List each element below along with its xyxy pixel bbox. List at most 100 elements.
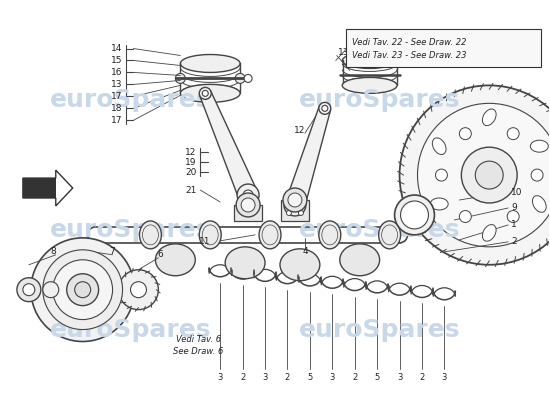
Ellipse shape	[241, 198, 255, 212]
Ellipse shape	[342, 52, 397, 68]
Text: 1: 1	[511, 220, 517, 230]
Circle shape	[119, 270, 158, 310]
Text: 3: 3	[217, 373, 223, 382]
Text: 5: 5	[307, 373, 312, 382]
Text: 2: 2	[352, 373, 358, 382]
Ellipse shape	[319, 221, 341, 249]
Polygon shape	[200, 91, 257, 199]
Text: euroSpares: euroSpares	[50, 88, 211, 112]
Text: 21: 21	[185, 186, 196, 194]
Circle shape	[436, 169, 447, 181]
Circle shape	[244, 74, 252, 82]
Circle shape	[399, 85, 550, 265]
Ellipse shape	[283, 188, 307, 212]
Text: 3: 3	[329, 373, 335, 382]
Ellipse shape	[280, 249, 320, 281]
Ellipse shape	[430, 198, 448, 210]
Text: 12: 12	[294, 126, 306, 135]
Ellipse shape	[378, 221, 400, 249]
Text: 17: 17	[111, 116, 123, 125]
Circle shape	[17, 278, 41, 302]
Text: 4: 4	[302, 247, 307, 256]
Text: 16: 16	[111, 68, 123, 77]
Text: euroSpares: euroSpares	[299, 218, 460, 242]
Ellipse shape	[340, 244, 379, 276]
Text: 3: 3	[442, 373, 447, 382]
Ellipse shape	[199, 221, 221, 249]
Text: 3: 3	[397, 373, 402, 382]
Text: 17: 17	[111, 92, 123, 101]
Circle shape	[319, 102, 331, 114]
Circle shape	[459, 128, 471, 140]
Text: 15: 15	[111, 56, 123, 65]
Circle shape	[240, 200, 245, 206]
Text: 19: 19	[185, 158, 196, 167]
Circle shape	[417, 103, 550, 247]
Circle shape	[459, 210, 471, 222]
Circle shape	[202, 90, 208, 96]
Circle shape	[31, 238, 135, 342]
Circle shape	[23, 284, 35, 296]
Circle shape	[235, 74, 245, 84]
Circle shape	[299, 210, 304, 216]
FancyBboxPatch shape	[281, 200, 309, 221]
Text: 20: 20	[185, 168, 196, 176]
Text: 13: 13	[111, 80, 123, 89]
Circle shape	[322, 105, 328, 111]
Circle shape	[53, 260, 113, 320]
Text: 14: 14	[111, 44, 123, 53]
Ellipse shape	[288, 193, 302, 207]
Text: Vedi Tav. 6: Vedi Tav. 6	[175, 335, 221, 344]
Text: 6: 6	[157, 250, 163, 259]
Ellipse shape	[432, 138, 446, 154]
Circle shape	[475, 161, 503, 189]
Circle shape	[531, 169, 543, 181]
Text: 18: 18	[111, 104, 123, 113]
Ellipse shape	[259, 221, 281, 249]
Circle shape	[175, 74, 185, 84]
Text: 12: 12	[185, 148, 196, 157]
Text: 2: 2	[285, 373, 290, 382]
Text: euroSpares: euroSpares	[299, 88, 460, 112]
Circle shape	[43, 282, 59, 298]
Circle shape	[237, 184, 259, 206]
Ellipse shape	[530, 140, 548, 152]
Circle shape	[461, 147, 517, 203]
Text: 11: 11	[199, 237, 210, 246]
Ellipse shape	[532, 196, 546, 212]
Text: 2: 2	[240, 373, 245, 382]
Ellipse shape	[140, 221, 161, 249]
Ellipse shape	[180, 54, 240, 72]
Ellipse shape	[342, 78, 397, 93]
Ellipse shape	[482, 224, 496, 241]
Text: 10: 10	[511, 188, 522, 196]
Circle shape	[67, 274, 98, 306]
Circle shape	[43, 250, 123, 330]
Circle shape	[130, 282, 146, 298]
Text: euroSpares: euroSpares	[50, 318, 211, 342]
Circle shape	[287, 210, 292, 216]
FancyBboxPatch shape	[234, 205, 262, 221]
Ellipse shape	[236, 193, 260, 217]
Polygon shape	[23, 170, 73, 206]
Text: euroSpares: euroSpares	[50, 218, 211, 242]
Text: 2: 2	[419, 373, 425, 382]
Text: Vedi Tav. 23 - See Draw. 23: Vedi Tav. 23 - See Draw. 23	[352, 51, 466, 60]
Circle shape	[199, 87, 211, 99]
Text: See Draw. 6: See Draw. 6	[173, 347, 223, 356]
FancyBboxPatch shape	[346, 28, 541, 68]
Ellipse shape	[482, 109, 496, 126]
Ellipse shape	[180, 84, 240, 102]
Circle shape	[400, 201, 428, 229]
Circle shape	[507, 210, 519, 222]
Text: Vedi Tav. 22 - See Draw. 22: Vedi Tav. 22 - See Draw. 22	[352, 38, 466, 47]
Circle shape	[394, 195, 434, 235]
Polygon shape	[285, 106, 331, 208]
Circle shape	[75, 282, 91, 298]
Polygon shape	[23, 178, 56, 198]
Text: 3: 3	[262, 373, 268, 382]
Circle shape	[507, 128, 519, 140]
Circle shape	[284, 194, 306, 216]
Circle shape	[251, 200, 256, 206]
Text: 9: 9	[511, 204, 517, 212]
